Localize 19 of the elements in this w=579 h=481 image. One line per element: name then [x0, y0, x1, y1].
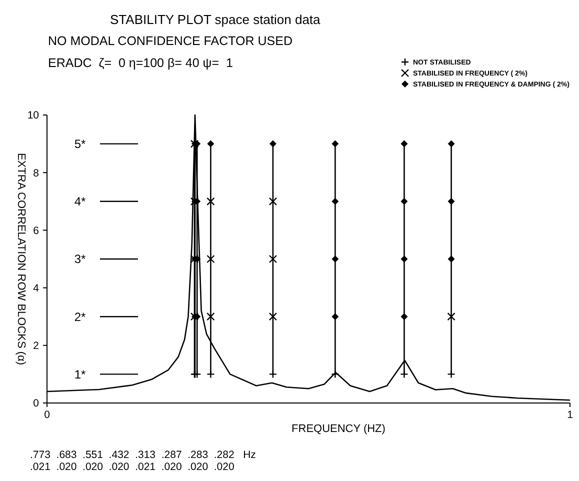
y-tick-label: 8	[33, 167, 40, 180]
text: ERADC ζ= 0 η=100 β= 40 ψ= 1	[48, 56, 233, 70]
annotation: 4*	[74, 194, 86, 209]
chart-subtitle: NO MODAL CONFIDENCE FACTOR USED	[48, 34, 292, 48]
y-tick-label: 4	[33, 282, 40, 294]
x-tick-label: 1	[567, 409, 574, 421]
y-tick-label: 0	[33, 398, 40, 410]
y-tick-label: 2	[33, 340, 40, 352]
annotation: 1*	[74, 367, 86, 382]
y-axis-title: EXTRA CORRELATION ROW BLOCKS (α)	[15, 152, 27, 366]
annotation: 5*	[74, 137, 86, 151]
text: .773 .683 .551 .432 .313 .287 .283 .282 Hz	[30, 449, 256, 461]
chart-title: STABILITY PLOT space station data	[110, 12, 322, 27]
y-tick-label: 6	[33, 224, 40, 237]
annotation: 3*	[74, 252, 86, 266]
y-tick-label: 10	[27, 110, 40, 122]
annotation: 2*	[74, 310, 86, 324]
x-axis-title: FREQUENCY (HZ)	[292, 423, 386, 435]
text: .021 .020 .020 .020 .021 .020 .020 .020	[30, 461, 234, 473]
